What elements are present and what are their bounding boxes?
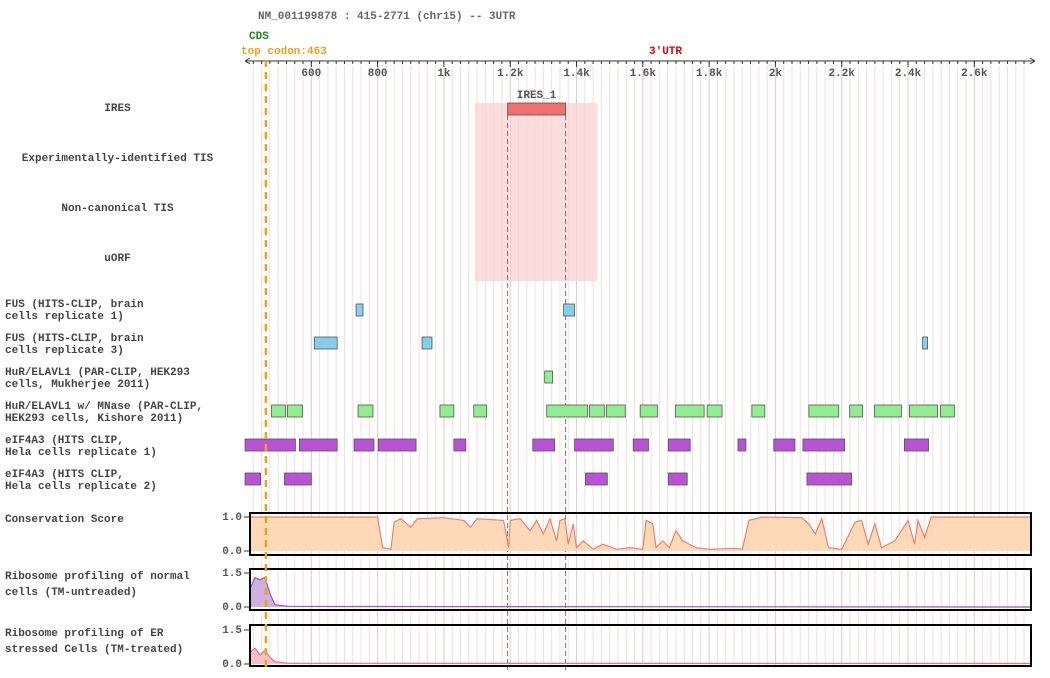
feature bbox=[357, 404, 374, 418]
y-tick-label: 1.5 bbox=[222, 568, 242, 580]
feature bbox=[298, 438, 338, 452]
feature bbox=[908, 404, 938, 418]
x-tick-label: 600 bbox=[301, 68, 321, 80]
feature bbox=[639, 404, 658, 418]
feature bbox=[574, 438, 614, 452]
x-tick-label: 2.2k bbox=[829, 68, 856, 80]
track-label: Ribosome profiling of ER stressed Cells … bbox=[5, 628, 184, 656]
x-tick-label: 1k bbox=[437, 68, 451, 80]
feature bbox=[903, 438, 929, 452]
x-tick-label: 2.4k bbox=[895, 68, 922, 80]
feature bbox=[377, 438, 417, 452]
axis-arrow bbox=[244, 57, 1036, 65]
feature bbox=[532, 438, 556, 452]
feature bbox=[806, 472, 853, 486]
x-tick-label: 1.8k bbox=[696, 68, 723, 80]
y-tick-label: 0.0 bbox=[222, 659, 242, 671]
track-label: uORF bbox=[104, 253, 131, 265]
track-label: Experimentally-identified TIS bbox=[21, 153, 214, 165]
feature bbox=[773, 438, 796, 452]
x-tick-label: 2.6k bbox=[961, 68, 988, 80]
feature bbox=[874, 404, 902, 418]
x-tick-label: 2k bbox=[769, 68, 783, 80]
y-tick-label: 1.5 bbox=[222, 625, 242, 637]
track-label: Non-canonical TIS bbox=[61, 203, 174, 215]
feature bbox=[546, 404, 588, 418]
transcript-title: NM_001199878 : 415-2771 (chr15) -- 3UTR bbox=[258, 11, 516, 23]
track-label: HuR/ELAVL1 w/ MNase (PAR-CLIP, HEK293 ce… bbox=[5, 401, 204, 425]
feature bbox=[922, 336, 928, 350]
feature bbox=[585, 472, 608, 486]
line bbox=[250, 516, 1031, 551]
feature bbox=[706, 404, 723, 418]
feature-name: IRES_1 bbox=[517, 90, 557, 102]
area bbox=[250, 517, 1031, 551]
x-tick-label: 1.6k bbox=[630, 68, 657, 80]
feature bbox=[473, 404, 488, 418]
track-label: eIF4A3 (HITS CLIP, Hela cells replicate … bbox=[5, 469, 157, 493]
feature bbox=[244, 438, 296, 452]
feature bbox=[940, 404, 955, 418]
utr-label: 3'UTR bbox=[649, 46, 682, 58]
feature bbox=[605, 404, 626, 418]
feature bbox=[632, 438, 649, 452]
x-tick-label: 1.4k bbox=[563, 68, 590, 80]
line bbox=[249, 647, 1032, 665]
feature bbox=[244, 472, 262, 486]
feature bbox=[453, 438, 467, 452]
feature bbox=[589, 404, 605, 418]
feature bbox=[808, 404, 840, 418]
track-label: IRES bbox=[104, 103, 131, 115]
track-label: HuR/ELAVL1 (PAR-CLIP, HEK293 cells, Mukh… bbox=[5, 367, 190, 391]
feature bbox=[271, 404, 286, 418]
track-label: eIF4A3 (HITS CLIP, Hela cells replicate … bbox=[5, 435, 157, 459]
area bbox=[250, 648, 1031, 664]
start-codon-label: top codon:463 bbox=[241, 46, 327, 58]
x-tick-label: 800 bbox=[368, 68, 388, 80]
feature bbox=[667, 472, 688, 486]
area bbox=[250, 577, 1031, 607]
feature bbox=[353, 438, 375, 452]
feature bbox=[355, 303, 364, 317]
feature bbox=[544, 370, 554, 384]
track-frame bbox=[249, 568, 1032, 611]
feature bbox=[849, 404, 864, 418]
feature bbox=[439, 404, 455, 418]
x-tick-label: 1.2k bbox=[497, 68, 524, 80]
feature bbox=[287, 404, 303, 418]
feature bbox=[751, 404, 766, 418]
feature bbox=[507, 102, 566, 116]
feature bbox=[667, 438, 691, 452]
cds-label: CDS bbox=[249, 31, 269, 43]
y-tick-label: 0.0 bbox=[222, 546, 242, 558]
track-frame bbox=[249, 512, 1032, 556]
track-label: Conservation Score bbox=[5, 514, 124, 526]
feature bbox=[802, 438, 846, 452]
track-label: FUS (HITS-CLIP, brain cells replicate 1) bbox=[5, 299, 144, 323]
track-label: FUS (HITS-CLIP, brain cells replicate 3) bbox=[5, 333, 144, 357]
y-tick-label: 1.0 bbox=[222, 512, 242, 524]
y-tick-label: 0.0 bbox=[222, 602, 242, 614]
track-label: Ribosome profiling of normal cells (TM-u… bbox=[5, 571, 190, 599]
feature bbox=[563, 303, 575, 317]
highlight-region bbox=[474, 103, 598, 281]
feature bbox=[737, 438, 747, 452]
feature bbox=[421, 336, 433, 350]
feature bbox=[284, 472, 312, 486]
feature bbox=[674, 404, 705, 418]
track-frame bbox=[249, 624, 1032, 667]
feature bbox=[313, 336, 338, 350]
line bbox=[249, 576, 1032, 608]
